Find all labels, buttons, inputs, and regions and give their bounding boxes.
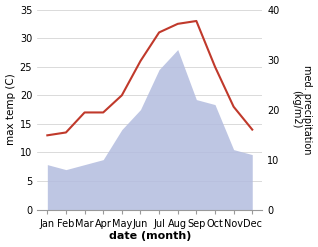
X-axis label: date (month): date (month) bbox=[109, 231, 191, 242]
Y-axis label: max temp (C): max temp (C) bbox=[5, 74, 16, 145]
Y-axis label: med. precipitation
(kg/m2): med. precipitation (kg/m2) bbox=[291, 65, 313, 154]
